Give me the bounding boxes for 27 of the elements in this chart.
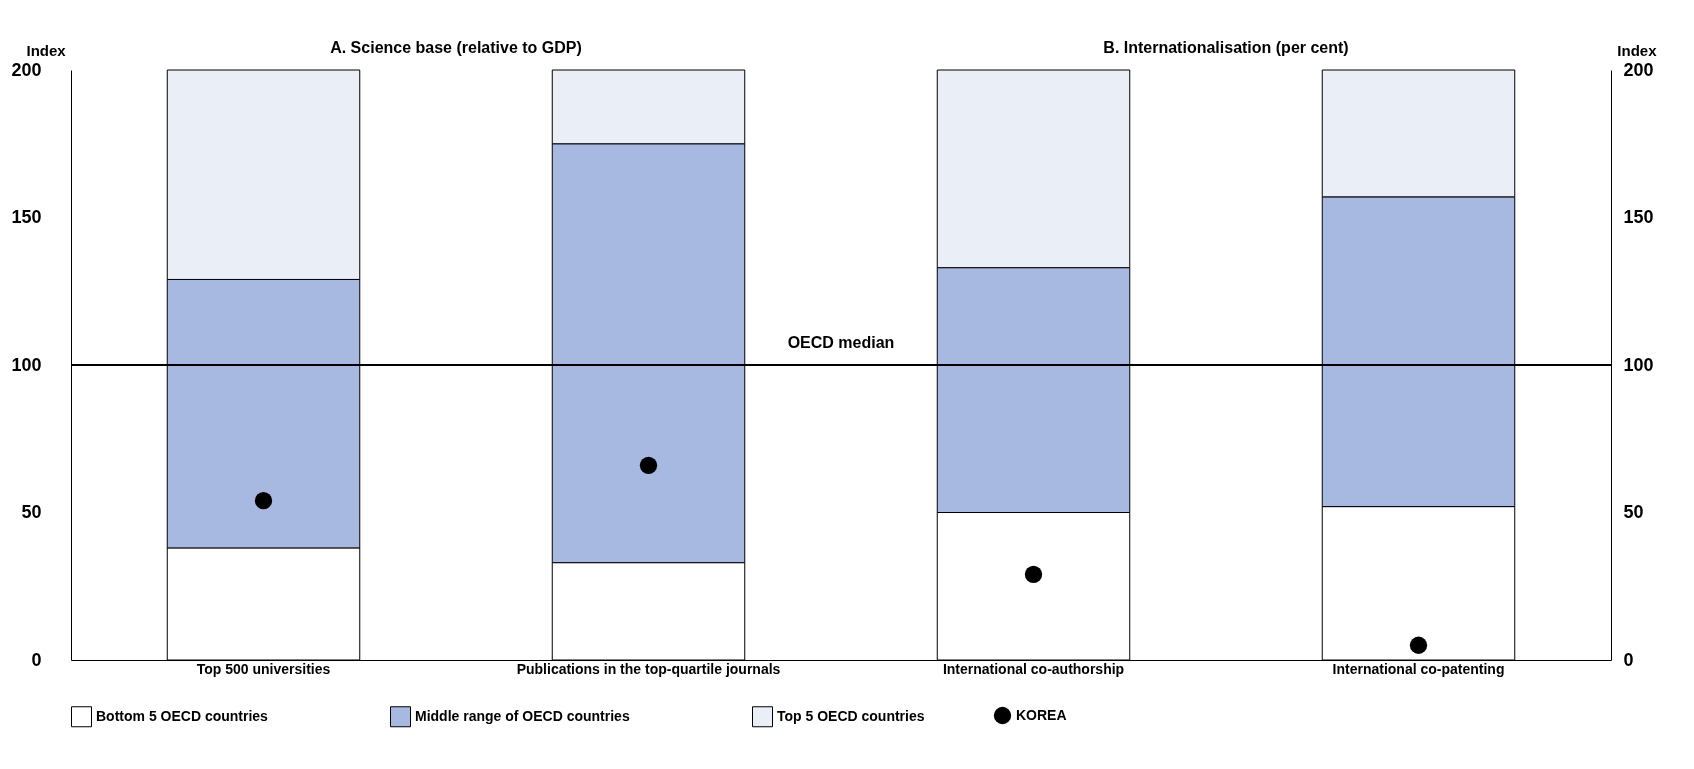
legend-label: Top 5 OECD countries: [777, 707, 925, 724]
y2-tick-label: 200: [1623, 59, 1654, 80]
ref-line-label: OECD median: [787, 334, 895, 351]
y2-axis-title: Index: [1617, 41, 1658, 59]
y-tick-label: 50: [21, 502, 42, 522]
y-tick-label: 200: [11, 59, 42, 80]
y-tick-label: 150: [11, 207, 42, 227]
point: [1409, 636, 1428, 654]
text: A. Science base (relative to GDP): [330, 39, 582, 56]
y-tick-label: 100: [11, 354, 42, 375]
y2-tick-label: 0: [1623, 649, 1634, 670]
text: B. Internationalisation (per cent): [1103, 39, 1349, 56]
y-tick-label: 0: [31, 649, 42, 670]
point: [254, 492, 273, 510]
legend-label: KOREA: [1016, 706, 1067, 723]
y-axis-title: Index: [26, 41, 67, 59]
y2-tick-label: 100: [1623, 354, 1654, 375]
x-tick-label: Top 500 universities: [196, 660, 331, 677]
x-tick-label: Publications in the top-quartile journals: [516, 660, 781, 677]
y2-tick-label: 150: [1623, 207, 1654, 227]
x-tick-label: International co-authorship: [942, 660, 1125, 677]
y2-tick-label: 50: [1623, 502, 1644, 522]
legend-label: Middle range of OECD countries: [415, 707, 630, 724]
point: [1024, 565, 1043, 584]
point: [639, 456, 658, 474]
legend-label: Bottom 5 OECD countries: [96, 707, 269, 724]
x-tick-label: International co-patenting: [1332, 660, 1505, 677]
